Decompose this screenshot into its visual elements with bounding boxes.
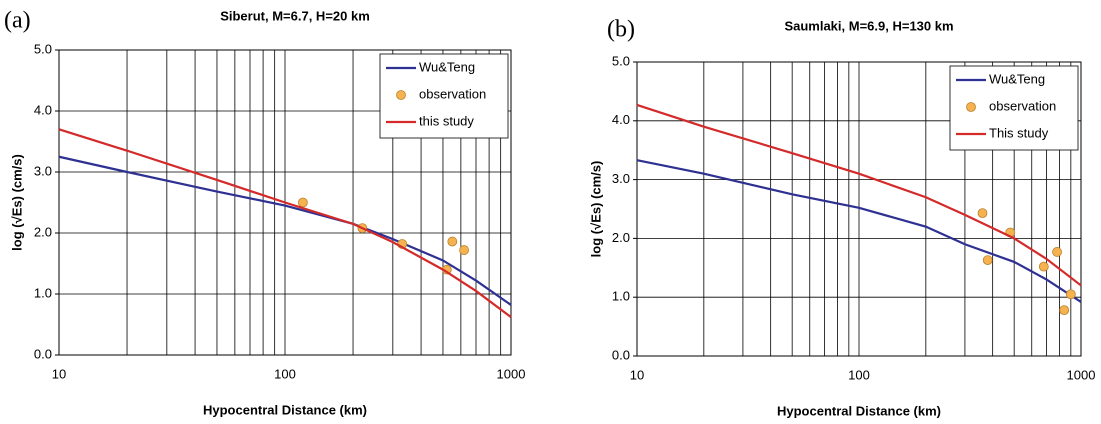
legend-label: observation: [989, 98, 1056, 113]
y-tick-label: 2.0: [612, 230, 630, 245]
x-tick-label: 1000: [497, 366, 526, 381]
observation-point: [1038, 261, 1049, 272]
series-line: [636, 103, 1082, 287]
y-tick-label: 4.0: [34, 102, 52, 117]
y-tick-label: 0.0: [34, 346, 52, 361]
legend-label: Wu&Teng: [419, 59, 475, 74]
y-tick-label: 3.0: [34, 163, 52, 178]
observation-point: [982, 255, 993, 266]
legend-label: observation: [419, 86, 486, 101]
chart-title: Saumlaki, M=6.9, H=130 km: [784, 18, 953, 33]
legend-swatch: [396, 90, 406, 100]
legend-swatch: [966, 102, 976, 112]
panel-label: (a): [4, 8, 31, 34]
x-axis-label: Hypocentral Distance (km): [777, 403, 941, 418]
x-axis-label: Hypocentral Distance (km): [203, 402, 367, 417]
x-tick-label: 100: [274, 366, 296, 381]
y-tick-label: 1.0: [612, 289, 630, 304]
y-axis-label: log (√Es) (cm/s): [9, 154, 24, 251]
legend-label: this study: [419, 113, 474, 128]
y-tick-label: 1.0: [34, 285, 52, 300]
plot-border: [636, 61, 1082, 357]
x-tick-label: 10: [52, 366, 66, 381]
y-tick-label: 2.0: [34, 224, 52, 239]
x-tick-label: 10: [630, 367, 644, 382]
observation-point: [459, 245, 469, 255]
y-tick-label: 0.0: [612, 347, 630, 362]
series-line: [58, 128, 512, 319]
x-tick-label: 1000: [1067, 367, 1096, 382]
observation-point: [1065, 289, 1076, 300]
y-tick-label: 5.0: [612, 53, 630, 68]
series-line: [636, 159, 1082, 303]
y-axis-label: log (√Es) (cm/s): [588, 161, 603, 258]
plot-border: [58, 49, 512, 356]
panel-label: (b): [607, 17, 635, 43]
legend-label: Wu&Teng: [989, 71, 1045, 86]
chart-title: Siberut, M=6.7, H=20 km: [220, 8, 370, 23]
observation-point: [1052, 247, 1062, 257]
y-tick-label: 3.0: [612, 171, 630, 186]
y-tick-label: 4.0: [612, 112, 630, 127]
x-tick-label: 100: [848, 367, 870, 382]
y-tick-label: 5.0: [34, 41, 52, 56]
observation-point: [977, 208, 988, 219]
observation-point: [447, 236, 458, 247]
observation-point: [1059, 305, 1070, 316]
legend-label: This study: [989, 125, 1049, 140]
observation-point: [297, 197, 308, 208]
